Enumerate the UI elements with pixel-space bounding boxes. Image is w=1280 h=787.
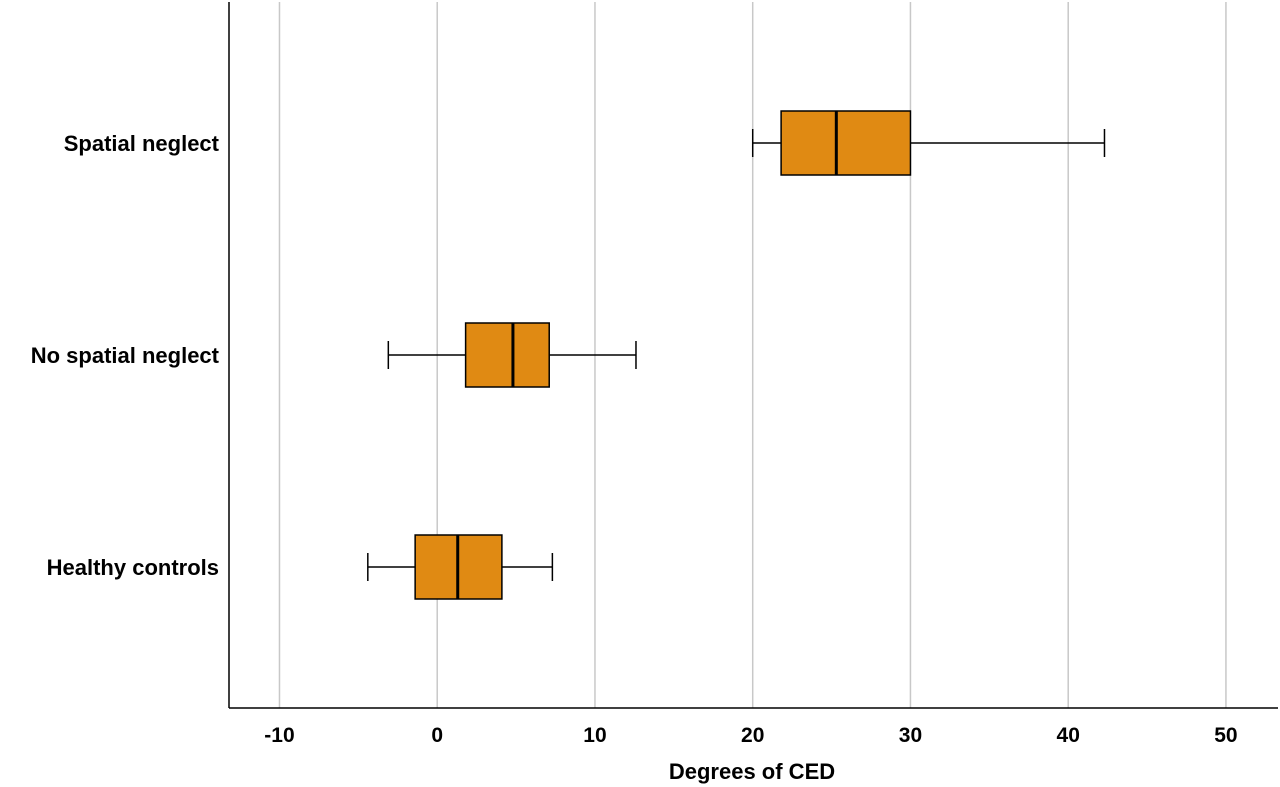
x-axis-title: Degrees of CED	[669, 759, 835, 784]
box-2	[367, 534, 554, 600]
box-series	[367, 110, 1106, 600]
iqr-box	[464, 322, 550, 388]
category-label: Healthy controls	[47, 555, 219, 580]
x-tick-label: 20	[741, 724, 764, 747]
x-tick-label: 0	[431, 724, 443, 747]
iqr-box	[780, 110, 912, 176]
x-tick-label: 50	[1214, 724, 1237, 747]
category-labels: Spatial neglect No spatial neglect Healthy…	[31, 131, 220, 580]
box-1	[387, 322, 637, 388]
category-label: Spatial neglect	[64, 131, 220, 156]
box-0	[751, 110, 1106, 176]
axes	[228, 2, 1278, 709]
x-tick-label: 40	[1057, 724, 1080, 747]
x-tick-label: 30	[899, 724, 922, 747]
x-tick-label: -10	[264, 724, 294, 747]
category-label: No spatial neglect	[31, 343, 220, 368]
x-tick-labels: -10 0 10 20 30 40 50	[264, 724, 1237, 747]
x-tick-label: 10	[583, 724, 606, 747]
